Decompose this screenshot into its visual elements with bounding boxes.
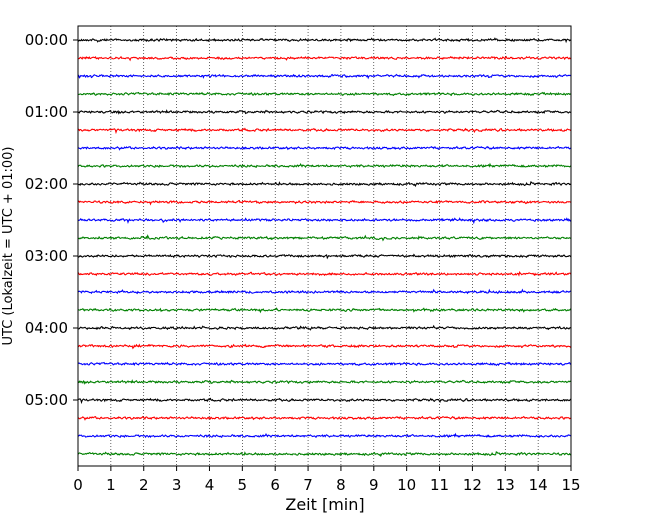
trace-23: [77, 451, 572, 458]
x-tick-label-6: 6: [270, 476, 280, 494]
trace-1: [77, 55, 572, 62]
trace-9: [77, 199, 572, 206]
x-tick-label-14: 14: [529, 476, 548, 494]
trace-13: [77, 270, 572, 277]
vertical-grid: [110, 26, 539, 466]
trace-2: [77, 73, 572, 80]
trace-17: [77, 343, 572, 350]
trace-5: [77, 127, 572, 135]
x-tick-label-9: 9: [369, 476, 379, 494]
y-tick-label-02:00: 02:00: [25, 175, 68, 193]
x-tick-label-0: 0: [73, 476, 83, 494]
x-tick-label-4: 4: [205, 476, 215, 494]
y-tick-label-04:00: 04:00: [25, 319, 68, 337]
y-tick-label-00:00: 00:00: [25, 31, 68, 49]
x-tick-label-11: 11: [430, 476, 449, 494]
trace-0: [77, 37, 572, 44]
trace-7: [77, 162, 572, 169]
trace-22: [77, 432, 572, 439]
x-tick-label-2: 2: [139, 476, 149, 494]
x-axis-label: Zeit [min]: [285, 495, 364, 514]
y-tick-label-01:00: 01:00: [25, 103, 68, 121]
trace-20: [77, 397, 572, 405]
trace-21: [77, 415, 572, 421]
trace-10: [77, 217, 572, 225]
trace-19: [77, 379, 572, 385]
trace-8: [77, 181, 572, 188]
x-tick-label-8: 8: [336, 476, 346, 494]
y-tick-label-03:00: 03:00: [25, 247, 68, 265]
trace-11: [77, 234, 572, 242]
trace-4: [77, 109, 572, 115]
trace-3: [77, 91, 572, 97]
trace-12: [77, 253, 572, 260]
trace-16: [77, 324, 572, 331]
x-tick-label-3: 3: [172, 476, 182, 494]
y-axis-label: UTC (Lokalzeit = UTC + 01:00): [1, 147, 16, 346]
plot-frame: [77, 25, 572, 467]
x-tick-label-10: 10: [397, 476, 416, 494]
x-tick-label-5: 5: [238, 476, 248, 494]
trace-18: [77, 361, 572, 367]
x-tick-label-7: 7: [303, 476, 313, 494]
trace-14: [77, 288, 572, 295]
trace-15: [77, 307, 572, 314]
trace-6: [77, 145, 572, 151]
y-tick-label-05:00: 05:00: [25, 391, 68, 409]
seismogram-traces: [77, 37, 572, 458]
x-axis-ticks: 0 1 2 3 4 5 6 7 8 9 10 11 12 13 14 15: [73, 466, 581, 494]
x-tick-label-1: 1: [106, 476, 116, 494]
y-axis-ticks: 00:00 01:00 02:00 03:00 04:00 05:00: [25, 31, 78, 409]
x-tick-label-13: 13: [496, 476, 515, 494]
x-tick-label-12: 12: [463, 476, 482, 494]
x-tick-label-15: 15: [561, 476, 580, 494]
